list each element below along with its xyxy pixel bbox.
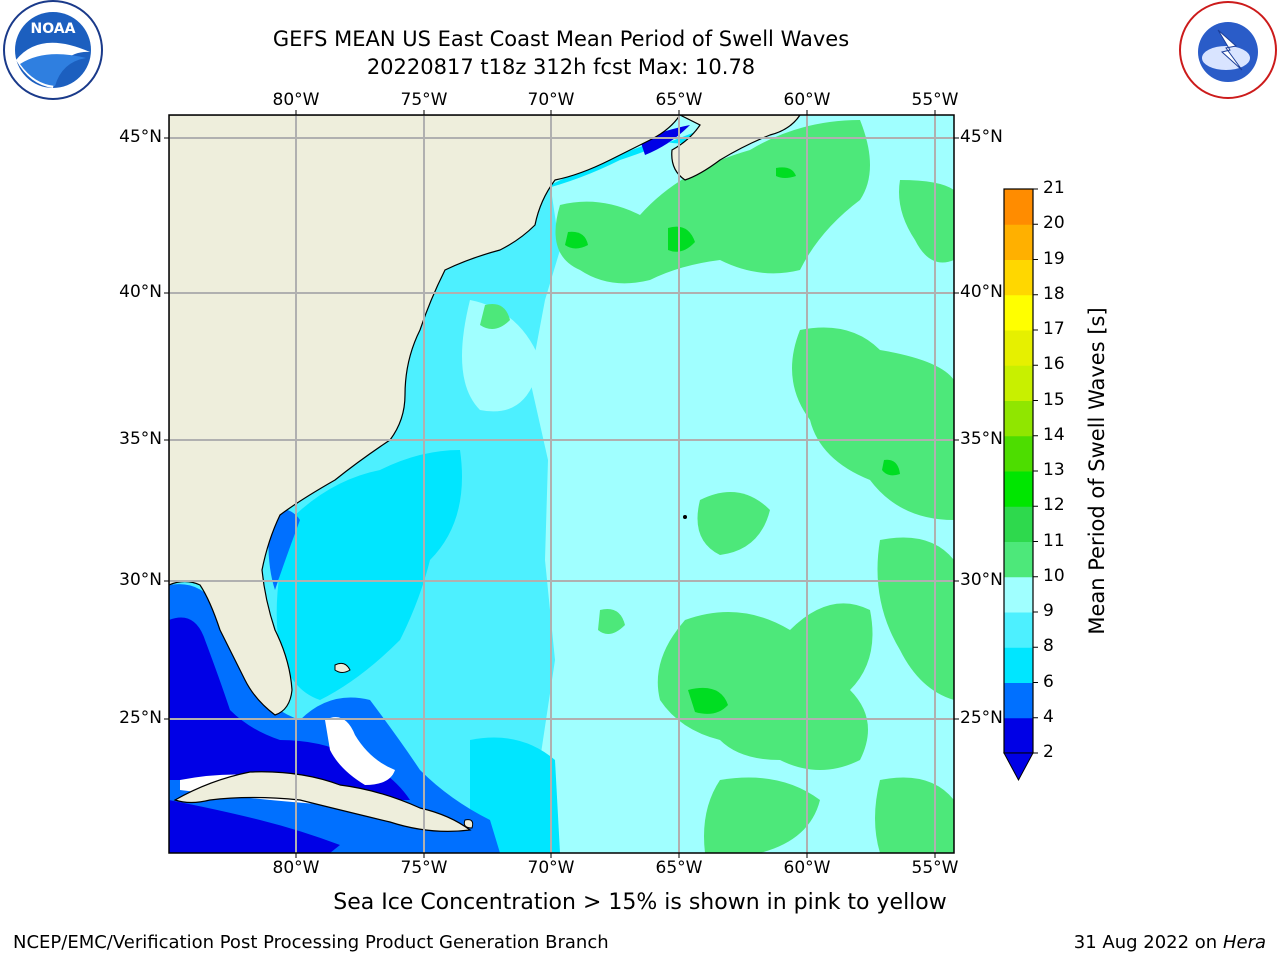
tick-marks [164, 110, 959, 858]
swell-zone-green-mid [697, 492, 770, 555]
map-frame [168, 114, 955, 854]
lat-label-left-25n: 25°N [119, 708, 162, 728]
colorbar-segment [1004, 294, 1033, 331]
swell-spot-bright-green-3 [882, 459, 900, 476]
colorbar-segment [1004, 400, 1033, 437]
chart-subtitle: 20220817 t18z 312h fcst Max: 10.78 [366, 55, 756, 79]
colorbar-segment [1004, 330, 1033, 366]
swell-zone-blue-east-coast [268, 508, 300, 590]
lon-label-top-60w: 60°W [783, 90, 831, 110]
lon-label-bottom-55w: 55°W [911, 858, 959, 878]
footer-date-block: 31 Aug 2022 on Hera [1074, 932, 1266, 953]
colorbar-segment [1004, 435, 1033, 472]
swell-zone-cyan-south [470, 737, 560, 853]
swell-spot-bright-green-4 [688, 687, 728, 714]
colorbar-tick-label: 10 [1043, 565, 1065, 586]
swell-zone-pale-cyan-mid [462, 300, 540, 412]
colorbar-tick-label: 16 [1043, 354, 1065, 375]
lon-label-top-75w: 75°W [400, 90, 448, 110]
swell-zone-green-bottom-right [875, 777, 954, 853]
lon-label-bottom-80w: 80°W [272, 858, 320, 878]
swell-zone-green-small-1 [480, 304, 510, 329]
colorbar-segment [1004, 682, 1033, 719]
no-data-bahamas [325, 717, 395, 785]
swell-zone-blue-maine [640, 125, 690, 155]
lon-label-bottom-65w: 65°W [655, 858, 703, 878]
lat-label-right-35n: 35°N [960, 429, 1003, 449]
lat-label-right-40n: 40°N [960, 282, 1003, 302]
swell-spot-bright-green-2 [565, 231, 588, 249]
swell-zone-green-east-1 [792, 327, 954, 520]
land-bahamas-2 [463, 819, 474, 829]
footer-date: 31 Aug 2022 on [1073, 932, 1218, 953]
colorbar-tick-label: 19 [1043, 248, 1065, 269]
nws-logo [1179, 1, 1277, 99]
colorbar-segment [1004, 365, 1033, 401]
colorbar-tick-label: 2 [1043, 742, 1054, 762]
colorbar-tick-label: 9 [1043, 601, 1054, 621]
land-canada [671, 115, 801, 181]
swell-zone-green-east-2 [899, 180, 954, 263]
swell-zone-deep-blue-gulf [169, 617, 410, 800]
colorbar-tick-label: 17 [1043, 319, 1065, 339]
lon-label-bottom-70w: 70°W [527, 858, 575, 878]
colorbar-segment [1004, 471, 1033, 507]
swell-zone-cyan-coastal [276, 450, 462, 700]
swell-zone-green-north [555, 120, 870, 284]
colorbar-segment [1004, 224, 1033, 260]
swell-zone-deep-blue-caribbean [169, 800, 340, 853]
noaa-logo-text: NOAA [31, 21, 76, 37]
land-cuba [173, 771, 472, 832]
colorbar-tick-label: 11 [1043, 530, 1065, 551]
colorbar-segment [1004, 576, 1033, 613]
colorbar-segment [1004, 612, 1033, 648]
colorbar-tick-label: 21 [1043, 178, 1065, 198]
lat-label-right-25n: 25°N [960, 708, 1003, 728]
swell-zone-green-south [657, 603, 873, 770]
colorbar-tick-label: 15 [1043, 389, 1065, 410]
lon-label-top-55w: 55°W [911, 90, 959, 110]
colorbar-tick-label: 8 [1043, 636, 1054, 657]
colorbar-segment [1004, 647, 1033, 683]
colorbar-tick-label: 12 [1043, 495, 1065, 516]
chart-title: GEFS MEAN US East Coast Mean Period of S… [272, 27, 850, 51]
lon-label-bottom-75w: 75°W [400, 858, 448, 878]
colorbar-tick-label: 14 [1043, 424, 1065, 445]
swell-spot-bright-green-1 [668, 226, 695, 252]
lat-label-left-30n: 30°N [119, 570, 162, 590]
colorbar-tick-label: 13 [1043, 460, 1065, 480]
lon-label-top-80w: 80°W [272, 90, 320, 110]
lat-label-left-35n: 35°N [119, 429, 162, 449]
colorbar-segment [1004, 717, 1033, 754]
colorbar-extend-arrow [1003, 752, 1034, 782]
land-bermuda [683, 515, 687, 519]
swell-spot-bright-green-5 [776, 167, 796, 178]
lon-label-bottom-60w: 60°W [783, 858, 831, 878]
colorbar-title: Mean Period of Swell Waves [s] [1085, 307, 1109, 635]
colorbar-tick-label: 18 [1043, 283, 1065, 304]
colorbar-tick-label: 4 [1043, 706, 1054, 727]
footer-credit: NCEP/EMC/Verification Post Processing Pr… [13, 932, 609, 953]
map-grid [169, 115, 954, 853]
colorbar-segment [1004, 541, 1033, 578]
colorbar-tick-label: 6 [1043, 671, 1054, 692]
swell-zone-green-bottom [704, 777, 820, 853]
colorbar-tick-label: 20 [1043, 213, 1065, 234]
lat-label-left-45n: 45°N [119, 127, 162, 147]
colorbar [1004, 188, 1038, 754]
lat-label-left-40n: 40°N [119, 282, 162, 302]
land-bahamas-1 [334, 662, 351, 673]
lat-label-right-30n: 30°N [960, 570, 1003, 590]
footer-machine: Hera [1222, 932, 1266, 953]
lat-label-right-45n: 45°N [960, 127, 1003, 147]
colorbar-segment [1004, 506, 1033, 542]
lon-label-top-65w: 65°W [655, 90, 703, 110]
sea-ice-caption: Sea Ice Concentration > 15% is shown in … [333, 890, 947, 915]
colorbar-segment [1004, 259, 1033, 296]
colorbar-segment [1004, 189, 1033, 225]
lon-label-top-70w: 70°W [527, 90, 575, 110]
noaa-logo: NOAA [3, 0, 103, 100]
swell-zone-green-small-2 [598, 609, 625, 634]
